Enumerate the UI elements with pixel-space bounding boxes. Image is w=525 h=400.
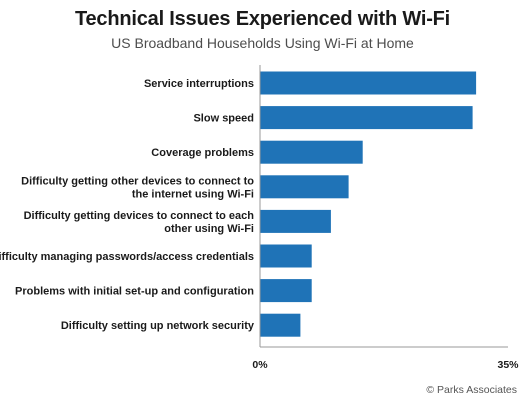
bar-1: [260, 71, 477, 95]
category-label-1: Service interruptions: [144, 78, 254, 90]
bar-6: [260, 244, 312, 268]
bar-4: [260, 175, 349, 199]
bar-5: [260, 209, 331, 233]
category-label-3: Coverage problems: [151, 147, 254, 159]
category-label-8: Difficulty setting up network security: [61, 320, 255, 332]
category-label-5-line-2: other using Wi-Fi: [164, 223, 254, 235]
category-label-5-line-1: Difficulty getting devices to connect to…: [24, 210, 255, 222]
category-label-6: Difficulty managing passwords/access cre…: [0, 251, 254, 263]
category-label-7: Problems with initial set-up and configu…: [15, 286, 254, 298]
category-label-4-line-2: the internet using Wi-Fi: [132, 188, 254, 200]
bar-7: [260, 279, 312, 303]
x-tick-label-min: 0%: [252, 359, 268, 371]
bar-3: [260, 140, 363, 164]
bar-8: [260, 313, 301, 337]
x-tick-label-max: 35%: [497, 359, 519, 371]
bar-2: [260, 106, 473, 130]
chart-subtitle: US Broadband Households Using Wi-Fi at H…: [111, 35, 414, 51]
category-label-2: Slow speed: [193, 113, 254, 125]
category-label-4-line-1: Difficulty getting other devices to conn…: [21, 175, 254, 187]
credit-text: © Parks Associates: [426, 384, 517, 396]
chart-title: Technical Issues Experienced with Wi-Fi: [74, 8, 451, 30]
